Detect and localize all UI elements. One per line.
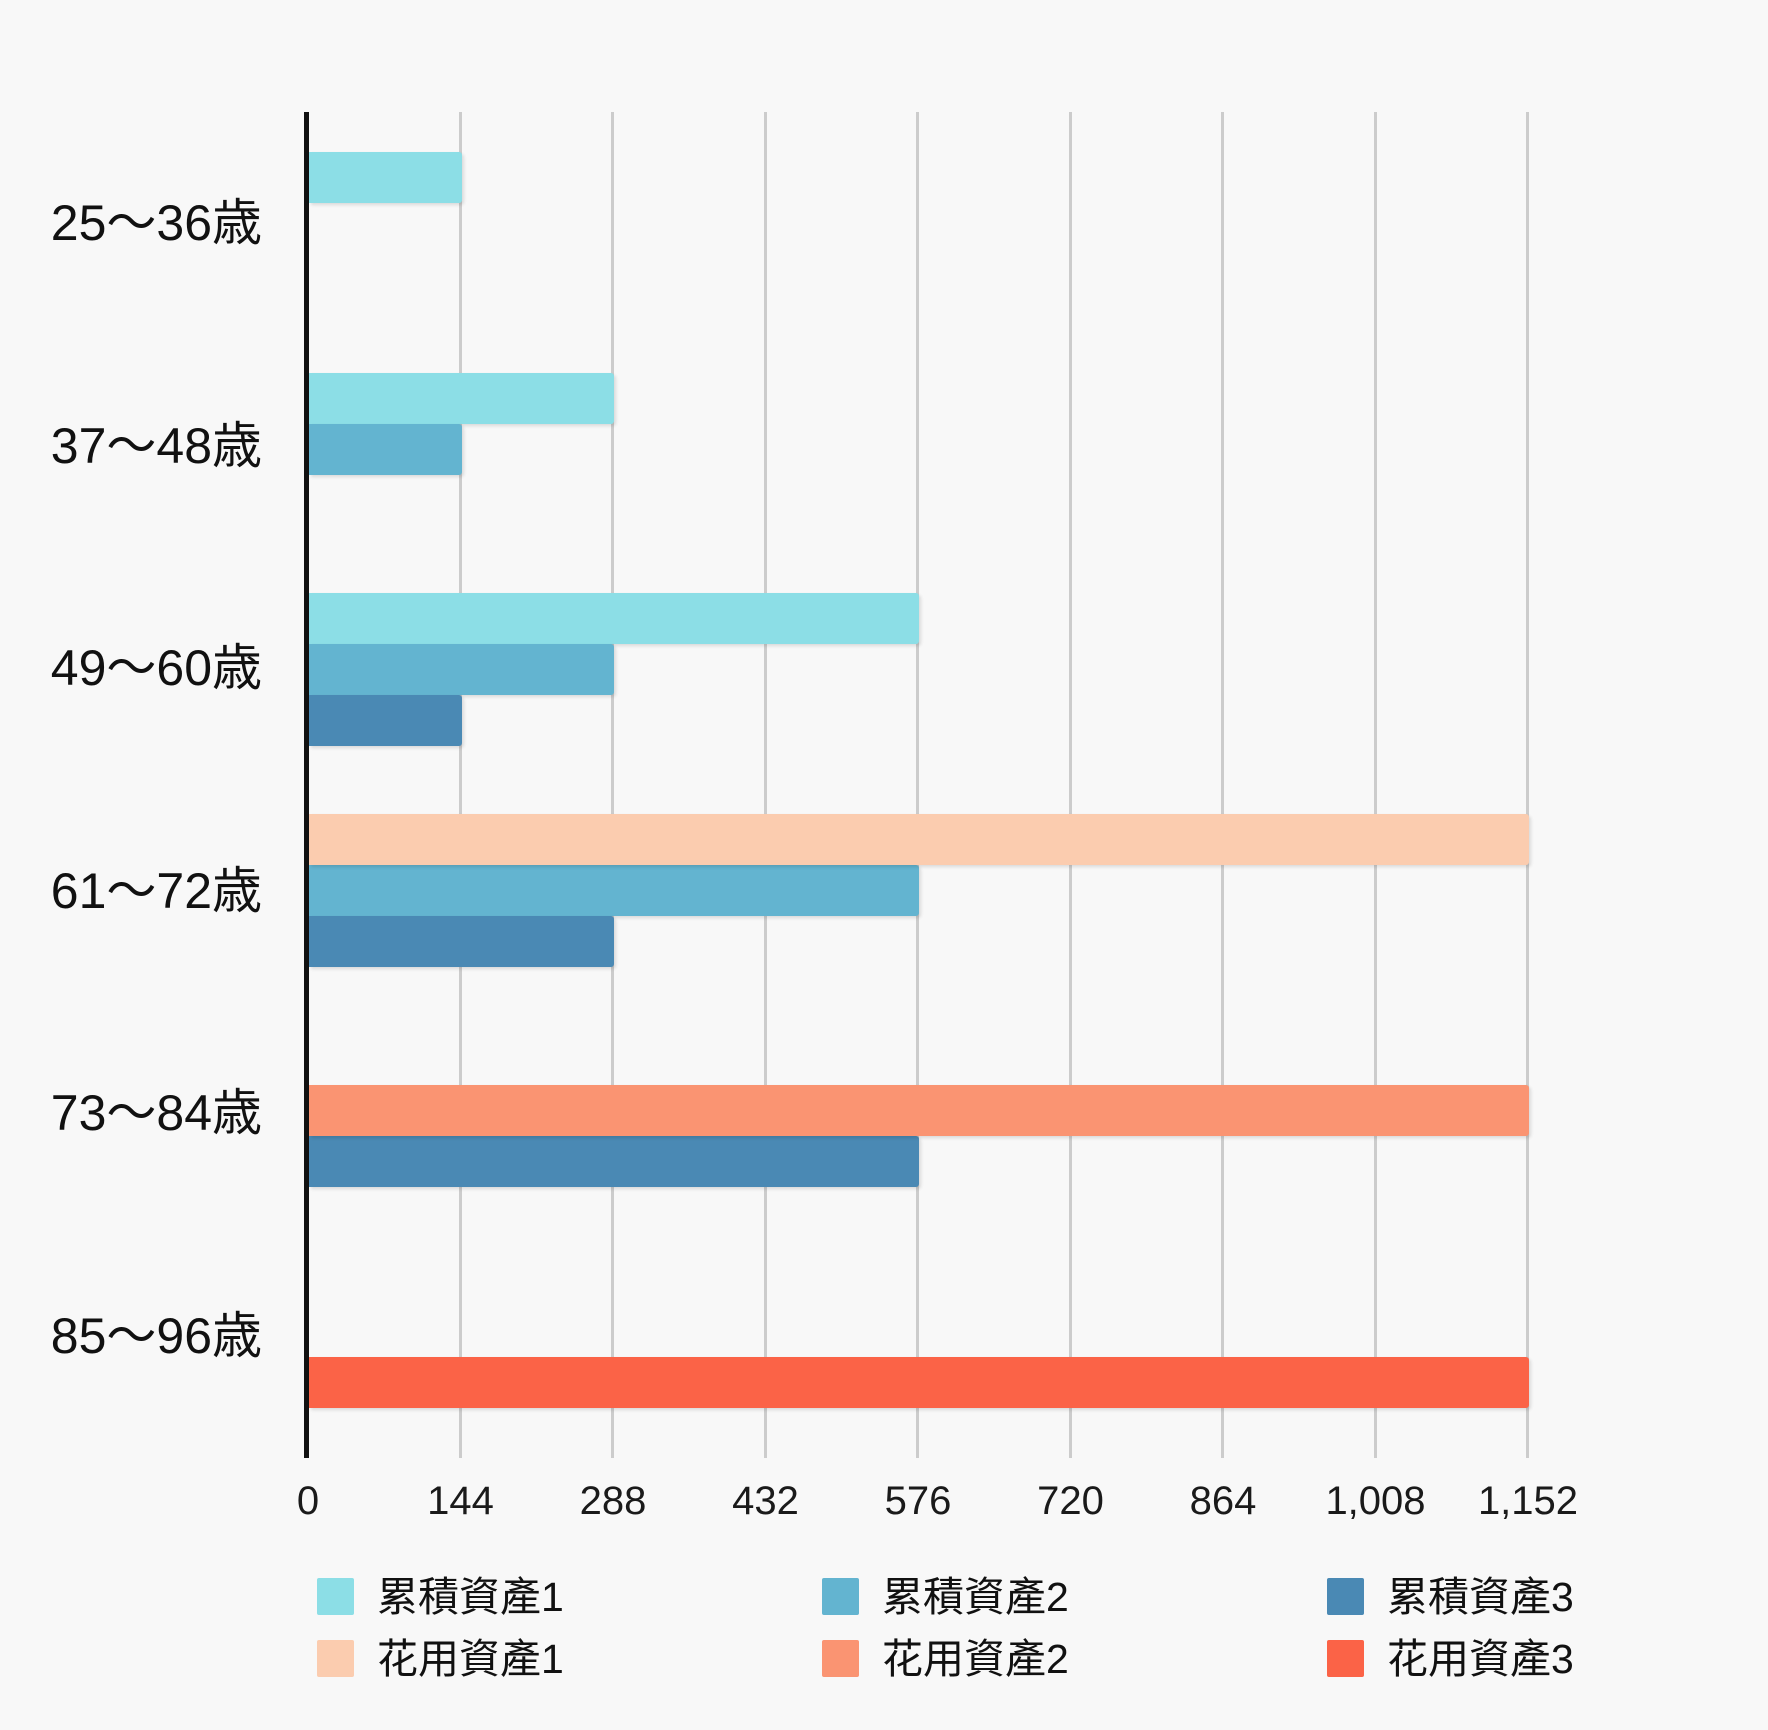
plot-area [304, 112, 1529, 1458]
bar [309, 423, 462, 475]
legend-label: 累積資產1 [377, 1574, 564, 1620]
legend: 累積資產1 累積資產2 累積資產3 花用資產1 花用資產2 花用資產3 [0, 1560, 1768, 1730]
legend-swatch [1327, 1640, 1364, 1677]
bar [309, 1356, 1529, 1408]
x-tick-label: 864 [1189, 1479, 1257, 1523]
legend-swatch [822, 1578, 859, 1615]
gridline [1373, 112, 1377, 1458]
legend-label: 花用資產2 [882, 1636, 1069, 1682]
category-label: 73〜84歳 [50, 1085, 262, 1142]
x-tick-label: 144 [427, 1479, 494, 1523]
bar [309, 152, 462, 203]
gridline [916, 112, 919, 1458]
legend-label: 累積資產2 [882, 1574, 1069, 1620]
x-tick-label: 1,152 [1477, 1479, 1579, 1523]
legend-swatch [822, 1640, 859, 1677]
bar [309, 593, 919, 644]
category-label: 49〜60歳 [50, 640, 262, 697]
bar [309, 813, 1529, 865]
gridline [1068, 112, 1072, 1458]
bar [309, 644, 614, 695]
bar [309, 695, 462, 746]
x-tick-label: 432 [732, 1479, 799, 1523]
category-label: 25〜36歳 [50, 195, 262, 252]
gridline [1526, 112, 1529, 1458]
x-tick-label: 720 [1037, 1479, 1104, 1523]
legend-swatch [317, 1578, 354, 1615]
bar [309, 1136, 919, 1187]
bar [309, 372, 614, 424]
gridline [763, 112, 767, 1458]
x-tick-label: 288 [579, 1479, 647, 1523]
category-label: 37〜48歳 [50, 417, 262, 474]
legend-swatch [1327, 1578, 1364, 1615]
bar [309, 915, 614, 967]
y-axis-line [304, 112, 309, 1458]
legend-swatch [317, 1640, 354, 1677]
bar [309, 864, 919, 916]
legend-label: 累積資產3 [1387, 1574, 1574, 1620]
bar [309, 1085, 1529, 1136]
x-tick-label: 1,008 [1325, 1479, 1426, 1523]
gridline [458, 112, 462, 1458]
category-label: 85〜96歳 [50, 1307, 262, 1364]
legend-label: 花用資產1 [377, 1636, 564, 1682]
gridline [611, 112, 614, 1458]
gridline [1221, 112, 1224, 1458]
category-label: 61〜72歳 [50, 862, 262, 919]
x-tick-label: 0 [296, 1479, 320, 1523]
x-tick-label: 576 [884, 1479, 952, 1523]
legend-label: 花用資產3 [1387, 1636, 1574, 1682]
